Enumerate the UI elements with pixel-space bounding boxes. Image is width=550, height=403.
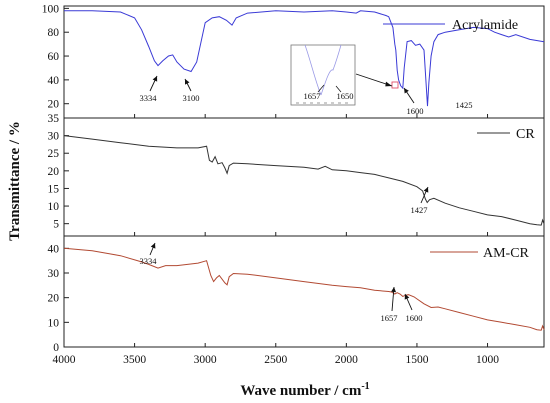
y-tick-label: 20 xyxy=(48,293,60,305)
legend-label: AM-CR xyxy=(483,246,530,261)
annotation-label: 1425 xyxy=(456,100,473,110)
inset-zoom: 1657 1650 xyxy=(290,44,356,106)
inset-annotation-label: 1657 xyxy=(304,91,321,101)
annotation-arrowhead xyxy=(152,76,158,82)
y-tick-label: 10 xyxy=(48,317,60,329)
annotation-label: 1600 xyxy=(406,313,423,323)
y-tick-label: 40 xyxy=(48,75,60,87)
y-tick-label: 60 xyxy=(48,51,60,63)
y-axis-title: Transmittance / % xyxy=(7,121,23,241)
y-tick-label: 20 xyxy=(48,99,60,111)
y-tick-label: 80 xyxy=(48,27,60,39)
y-tick-label: 40 xyxy=(48,243,60,255)
y-tick-label: 0 xyxy=(53,342,59,354)
x-tick-label: 3000 xyxy=(194,354,217,366)
x-axis-title: Wave number / cm-1 xyxy=(240,381,369,399)
y-tick-label: 20 xyxy=(48,166,60,178)
inset-frame xyxy=(290,44,356,106)
panel-acrylamide: 20 40 60 80 100 Acrylamide 3334 3100 1600 1425 165… xyxy=(42,3,545,119)
series-line-am-cr xyxy=(63,247,545,331)
x-axis-title-sup: -1 xyxy=(361,381,369,392)
y-tick-label: 100 xyxy=(42,3,60,15)
x-tick-label: 4000 xyxy=(53,354,76,366)
x-tick-label: 2500 xyxy=(264,354,287,366)
annotation-label: 3334 xyxy=(140,256,158,266)
annotation-label: 3334 xyxy=(140,93,158,103)
x-tick-label: 2000 xyxy=(335,354,358,366)
panel-frame xyxy=(63,117,545,237)
panel-am-cr: 0 10 20 30 40 AM-CR 3334 1657 1600 xyxy=(48,235,545,354)
annotation-arrowhead xyxy=(391,287,397,293)
panel-cr: 5 10 15 20 25 30 35 CR 1427 xyxy=(48,113,545,237)
inset-curve xyxy=(304,44,322,96)
y-tick-label: 35 xyxy=(48,113,60,125)
y-tick-label: 15 xyxy=(48,183,60,195)
y-tick-label: 5 xyxy=(53,219,59,231)
legend-label: Acrylamide xyxy=(452,18,518,33)
series-line-cr xyxy=(63,135,545,226)
inset-annotation-label: 1650 xyxy=(337,91,354,101)
inset-annotation-arrow xyxy=(317,84,325,93)
x-tick-label: 1000 xyxy=(476,354,499,366)
zoom-region-marker xyxy=(391,81,399,89)
y-tick-label: 25 xyxy=(48,148,60,160)
annotation-arrowhead xyxy=(150,243,156,249)
annotation-label: 1600 xyxy=(407,106,424,116)
y-tick-label: 30 xyxy=(48,131,60,143)
inset-annotation-arrow xyxy=(335,85,342,93)
panel-frame xyxy=(63,235,545,348)
x-tick-label: 3500 xyxy=(123,354,146,366)
annotation-label: 1427 xyxy=(411,205,428,215)
x-tick-labels: 4000 3500 3000 2500 2000 1500 1000 xyxy=(53,354,500,366)
annotation-label: 3100 xyxy=(183,93,200,103)
x-axis-title-main: Wave number / cm xyxy=(240,383,361,399)
x-tick-label: 1500 xyxy=(405,354,428,366)
inset-curve xyxy=(320,44,342,96)
annotation-arrowhead xyxy=(423,187,429,193)
annotation-arrowhead xyxy=(185,79,190,85)
annotation-arrowhead xyxy=(404,88,409,94)
series-line-acrylamide xyxy=(64,10,545,107)
zoom-leader-arrowhead xyxy=(385,81,392,87)
annotation-arrowhead xyxy=(404,294,410,300)
y-tick-label: 30 xyxy=(48,268,60,280)
legend-label: CR xyxy=(516,127,535,142)
annotation-label: 1657 xyxy=(381,313,398,323)
y-tick-label: 10 xyxy=(48,201,60,213)
